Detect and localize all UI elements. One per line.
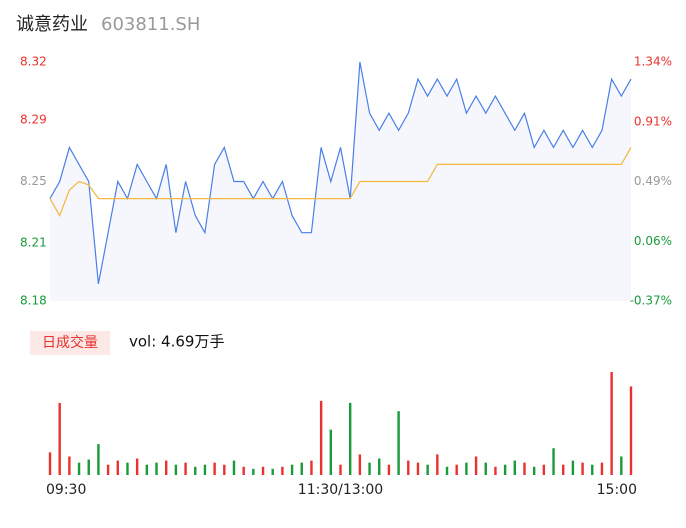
volume-bar — [184, 462, 187, 475]
y-tick-label: 8.21 — [20, 235, 47, 249]
volume-bar — [261, 466, 265, 475]
average-line — [49, 147, 632, 218]
volume-bar — [232, 460, 236, 475]
volume-bar — [445, 466, 449, 475]
volume-bar — [532, 466, 536, 475]
volume-bar — [629, 386, 633, 475]
volume-summary: vol: 4.69万手 — [129, 333, 224, 351]
volume-bar — [252, 468, 255, 475]
volume-bar — [571, 460, 575, 475]
volume-bar — [300, 462, 303, 475]
y-tick-label: 8.25 — [20, 174, 47, 188]
volume-bar — [194, 466, 197, 475]
y-tick-label: 8.32 — [20, 55, 47, 69]
volume-bar — [484, 462, 487, 475]
volume-bar — [513, 460, 516, 475]
stock-code: 603811.SH — [101, 14, 200, 35]
volume-bar — [436, 454, 439, 475]
volume-bar — [465, 462, 468, 475]
volume-bar — [165, 460, 168, 475]
volume-bar — [242, 466, 245, 475]
x-tick-label: 09:30 — [46, 482, 86, 498]
volume-bar — [620, 456, 623, 475]
volume-bar — [552, 448, 555, 475]
volume-bar — [174, 464, 178, 475]
volume-bar — [290, 464, 294, 475]
volume-bar — [145, 464, 149, 475]
y2-tick-label: 0.91% — [634, 114, 672, 128]
volume-label: 日成交量 — [42, 334, 98, 351]
volume-bar — [271, 468, 274, 475]
price-line — [49, 61, 632, 285]
volume-bar — [416, 462, 420, 475]
volume-label-box — [30, 331, 110, 355]
price-area — [50, 62, 631, 301]
volume-bar — [155, 462, 158, 475]
volume-bar — [503, 464, 507, 475]
volume-bar — [135, 458, 139, 475]
volume-bar — [455, 464, 458, 475]
volume-bar — [203, 464, 207, 475]
volume-bar — [358, 454, 362, 475]
volume-bar — [610, 372, 613, 475]
volume-bar — [116, 460, 119, 475]
volume-bar — [397, 411, 400, 475]
x-tick-label: 11:30/13:00 — [298, 482, 383, 498]
volume-bar — [562, 464, 565, 475]
volume-bar — [48, 452, 52, 475]
volume-bar — [368, 462, 371, 475]
stock-name: 诚意药业 — [16, 14, 88, 35]
volume-bar — [378, 458, 381, 475]
y2-tick-label: -0.37% — [630, 294, 672, 308]
volume-bar — [68, 456, 71, 475]
volume-bar — [319, 400, 323, 475]
volume-bar — [600, 462, 604, 475]
volume-bar — [87, 459, 90, 475]
volume-bar — [126, 462, 129, 475]
volume-bar — [581, 462, 584, 475]
volume-bar — [494, 466, 497, 475]
volume-bar — [407, 460, 410, 475]
volume-bar — [591, 464, 594, 475]
volume-bar — [97, 444, 100, 475]
y2-tick-label: 1.34% — [634, 55, 672, 69]
y2-tick-label: 0.49% — [634, 174, 672, 188]
y2-tick-label: 0.06% — [634, 234, 672, 248]
volume-bar — [387, 464, 391, 475]
volume-bar — [77, 462, 81, 475]
y-tick-label: 8.18 — [20, 294, 47, 308]
volume-bar — [106, 464, 110, 475]
volume-bar — [426, 464, 429, 475]
volume-bar — [213, 462, 216, 475]
x-tick-label: 15:00 — [597, 482, 637, 498]
volume-bar — [329, 429, 333, 475]
volume-bar — [58, 402, 61, 475]
volume-bar — [474, 456, 478, 475]
volume-bar — [281, 466, 284, 475]
y-tick-label: 8.29 — [20, 113, 47, 127]
volume-bar — [223, 464, 226, 475]
volume-bar — [523, 462, 526, 475]
volume-bar — [310, 460, 313, 475]
volume-bar — [339, 464, 342, 475]
volume-bar — [542, 464, 546, 475]
volume-bar — [348, 402, 352, 475]
